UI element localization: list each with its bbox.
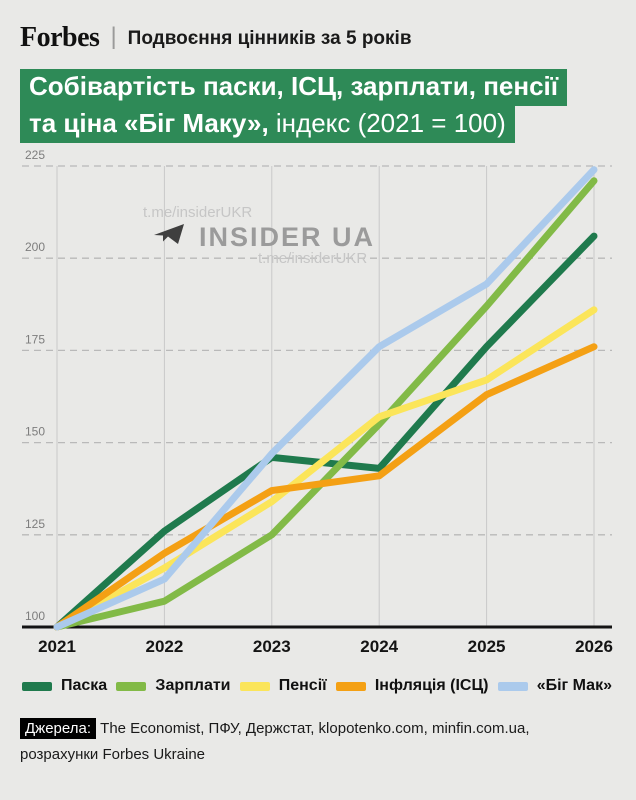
x-tick-label: 2021 (38, 637, 76, 656)
legend-swatch (116, 681, 147, 691)
y-tick-label: 225 (25, 148, 45, 162)
y-tick-label: 175 (25, 332, 45, 346)
chart-title-line2-bold: та ціна «Біг Маку», (29, 108, 276, 138)
x-tick-label: 2026 (575, 637, 613, 656)
watermark: t.me/insiderUKR INSIDER UA t.me/insiderU… (143, 204, 375, 267)
series-line-Інфляція (ІСЦ) (53, 343, 598, 631)
series-line-Пенсії (53, 306, 598, 631)
forbes-logo: Forbes (20, 22, 100, 53)
x-tick-label: 2025 (468, 637, 506, 656)
y-tick-label: 150 (25, 425, 45, 439)
watermark-name: INSIDER UA (199, 222, 375, 252)
legend-label: Пенсії (278, 677, 327, 694)
legend-item-Інфляція (ІСЦ): Інфляція (ІСЦ) (335, 677, 489, 695)
chart-title-line2-regular: індекс (2021 = 100) (275, 108, 506, 138)
legend-swatch (335, 681, 366, 691)
watermark-handle-bottom: t.me/insiderUKR (258, 250, 367, 267)
line-chart: t.me/insiderUKR INSIDER UA t.me/insiderU… (22, 148, 613, 656)
chart-title: Собівартість паски, ІСЦ, зарплати, пенсі… (20, 69, 616, 143)
legend-item-«Біг Мак»: «Біг Мак» (497, 677, 612, 695)
legend-label: Паска (61, 677, 108, 694)
legend-item-Паска: Паска (22, 677, 107, 695)
header-headline: Подвоєння цінників за 5 років (127, 28, 412, 49)
chart-title-line2: та ціна «Біг Маку», індекс (2021 = 100) (20, 106, 515, 143)
sources-label: Джерела: (20, 718, 96, 739)
legend-label: Інфляція (ІСЦ) (374, 677, 489, 694)
legend: Паска Зарплати Пенсії Інфляція (ІСЦ) «Біг Ма… (0, 677, 636, 695)
series-line-Зарплати (53, 177, 598, 631)
legend-label: «Біг Мак» (536, 677, 612, 694)
chart-title-line1: Собівартість паски, ІСЦ, зарплати, пенсі… (20, 69, 568, 106)
series-line-«Біг Мак» (53, 166, 598, 631)
watermark-handle-top: t.me/insiderUKR (143, 204, 252, 221)
telegram-paper-plane-icon (154, 224, 184, 244)
legend-item-Зарплати: Зарплати (116, 677, 231, 695)
series-layer (53, 166, 598, 631)
axis-labels-layer: 100 125 150 175 200 225 2021 2022 2023 2024 2025 20… (25, 148, 613, 656)
header: Forbes | Подвоєння цінників за 5 років (0, 0, 636, 54)
sources: Джерела: The Economist, ПФУ, Держстат, k… (20, 716, 616, 769)
x-tick-label: 2024 (360, 637, 398, 656)
y-tick-label: 200 (25, 240, 45, 254)
x-tick-label: 2022 (145, 637, 183, 656)
legend-item-Пенсії: Пенсії (239, 677, 327, 695)
y-tick-label: 125 (25, 517, 45, 531)
legend-swatch (239, 681, 270, 691)
chart-area: t.me/insiderUKR INSIDER UA t.me/insiderU… (0, 146, 636, 666)
sources-line2: розрахунки Forbes Ukraine (20, 746, 206, 764)
legend-swatch (497, 681, 528, 691)
legend-label: Зарплати (155, 677, 231, 694)
y-tick-label: 100 (25, 609, 45, 623)
x-tick-label: 2023 (253, 637, 291, 656)
sources-line1: The Economist, ПФУ, Держстат, klopotenko… (100, 720, 530, 737)
header-separator: | (110, 23, 117, 50)
legend-swatch (22, 681, 52, 691)
